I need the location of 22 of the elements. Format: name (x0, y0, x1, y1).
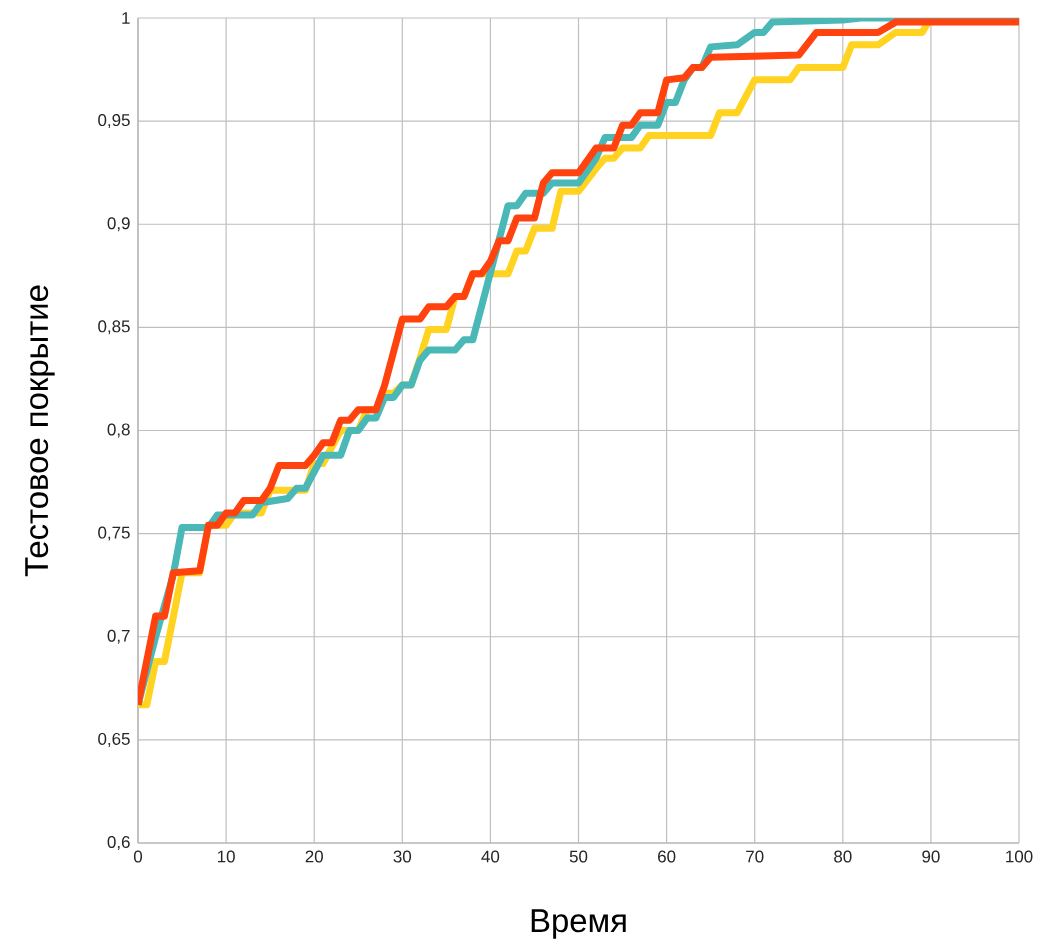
y-tick-label: 0,7 (107, 629, 130, 644)
x-tick-label: 80 (834, 850, 852, 863)
x-tick-label: 90 (922, 850, 940, 863)
y-tick-label: 0,6 (107, 836, 130, 850)
x-axis-title: Время (531, 909, 626, 939)
x-tick-label: 20 (305, 850, 323, 863)
y-tick-label: 0,85 (98, 320, 130, 335)
x-tick-label: 40 (481, 850, 500, 863)
y-tick-label: 0,9 (107, 217, 130, 232)
x-tick-label: 30 (393, 850, 412, 863)
y-tick-label: 0,95 (98, 114, 130, 129)
x-tick-label: 60 (658, 850, 676, 863)
x-tick-label: 10 (217, 850, 235, 863)
x-tick-label: 0 (133, 850, 143, 863)
y-tick-label: 1 (122, 12, 130, 24)
y-axis-title: Тестовое покрытие (25, 285, 55, 577)
x-tick-label: 50 (569, 850, 588, 863)
y-tick-label: 0,65 (98, 732, 130, 747)
x-tick-label: 100 (1006, 850, 1033, 863)
y-tick-label: 0,8 (107, 423, 130, 438)
y-tick-label: 0,75 (98, 526, 130, 541)
x-tick-label: 70 (746, 850, 764, 863)
